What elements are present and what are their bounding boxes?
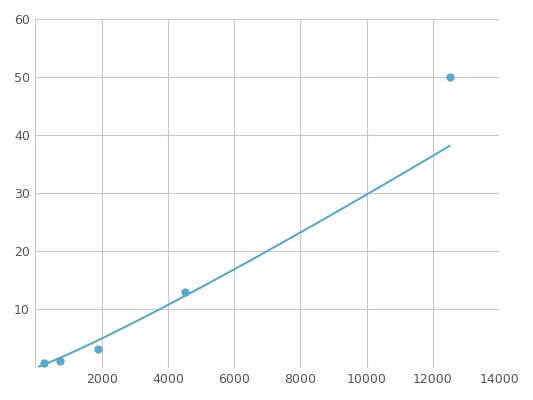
Point [56,358,64,364]
Point [180,289,189,295]
Point [445,74,454,80]
Point [93,346,102,352]
Point [39,360,48,366]
